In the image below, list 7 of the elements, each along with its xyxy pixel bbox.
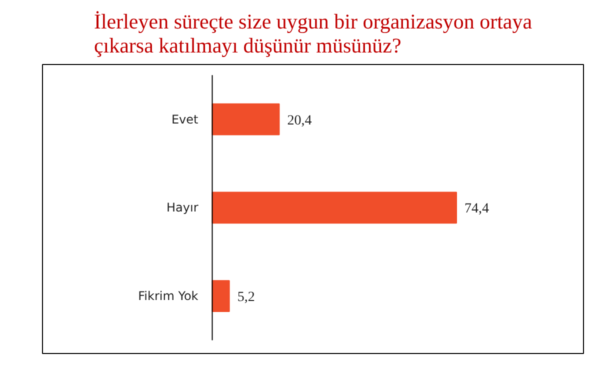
data-label: 20,4 (287, 113, 312, 128)
chart-title: İlerleyen süreçte size uygun bir organizasyon ortaya çıkarsa katılmayı düşünür müsünüz? (94, 10, 533, 58)
data-label: 5,2 (237, 290, 255, 306)
data-label: 74,4 (464, 202, 489, 217)
y-tick-label: Hayır (166, 200, 198, 215)
y-tick-label: Evet (171, 112, 199, 126)
y-tick-label: Fikrim Yok (138, 289, 198, 304)
